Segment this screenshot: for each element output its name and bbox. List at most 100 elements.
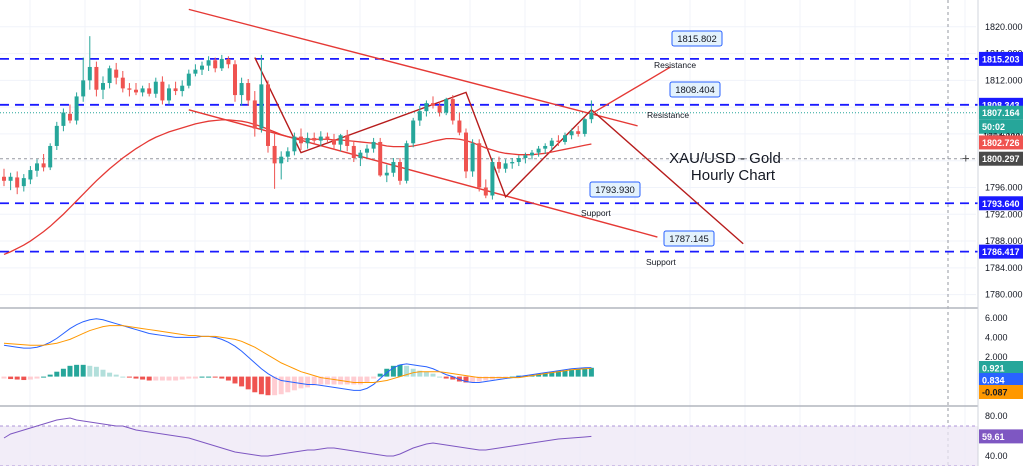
macd-histogram-bar — [437, 376, 443, 378]
macd-histogram-bar — [34, 376, 40, 379]
candle-body — [305, 137, 310, 144]
macd-histogram-bar — [212, 376, 218, 378]
candle-body — [233, 64, 237, 96]
candle-body — [35, 163, 39, 171]
macd-value-badge-box — [979, 361, 1023, 375]
candle-body — [437, 105, 442, 113]
macd-histogram-bar — [41, 376, 47, 378]
candle-body — [464, 132, 468, 172]
macd-histogram-bar — [14, 376, 20, 380]
price-axis[interactable]: 1780.000 1784.000 1788.000 1792.000 1796.000… — [962, 0, 1024, 466]
candle-body — [21, 178, 26, 187]
macd-histogram-bar — [542, 372, 548, 377]
macd-value-badge: -0.087 — [982, 388, 1008, 398]
macd-histogram-bar — [443, 376, 449, 379]
candle-body — [483, 187, 488, 196]
candle-body — [246, 83, 251, 101]
candle-body — [378, 141, 383, 176]
level-price-badge: 1786.417 — [982, 247, 1020, 257]
candle-body — [411, 120, 416, 144]
price-badge: 1802.726 — [982, 138, 1020, 148]
callout-value: 1808.404 — [675, 85, 715, 96]
rsi-line — [3, 417, 592, 457]
macd-histogram-bar — [219, 376, 225, 379]
candle-body — [358, 152, 363, 159]
candle-body — [239, 83, 244, 96]
candle-body — [332, 139, 336, 145]
candle-body — [127, 88, 132, 90]
macd-histogram-bar — [27, 376, 33, 380]
macd-histogram-bar — [298, 376, 304, 389]
macd-pane[interactable] — [1, 318, 594, 396]
macd-histogram-bar — [272, 376, 278, 396]
macd-signal-line — [3, 325, 592, 383]
macd-histogram-bar — [199, 376, 205, 378]
candle-body — [94, 66, 99, 90]
callout-box — [669, 81, 721, 98]
price-tick-label: 1820.000 — [985, 22, 1023, 32]
macd-histogram-bar — [74, 364, 80, 377]
macd-tick-label: 6.000 — [985, 313, 1008, 323]
candle-body — [536, 148, 541, 153]
candle-body — [74, 96, 79, 121]
macd-histogram-bar — [120, 376, 126, 378]
candle-body — [556, 140, 561, 142]
candle-body — [563, 135, 567, 142]
macd-histogram-bar — [285, 376, 291, 393]
callout-value: 1793.930 — [595, 185, 635, 196]
candle-body — [153, 81, 158, 94]
macd-histogram-bar — [93, 366, 99, 377]
macd-histogram-bar — [67, 365, 73, 377]
candle-body — [549, 140, 554, 146]
macd-histogram-bar — [186, 376, 192, 379]
macd-histogram-bar — [133, 376, 139, 379]
level-price-badge: 1808.343 — [982, 100, 1020, 110]
macd-value-badge-box — [979, 373, 1023, 387]
price-pane[interactable]: 1815.802 Resistance 1808.404 Resistance 1793… — [0, 8, 978, 267]
macd-histogram-bar — [21, 376, 27, 381]
macd-histogram-bar — [265, 376, 271, 396]
candle-body — [431, 103, 435, 106]
candle-body — [147, 88, 152, 94]
candle-body — [61, 112, 66, 126]
candle-body — [457, 120, 462, 133]
macd-histogram-bar — [126, 376, 132, 378]
candle-body — [351, 145, 356, 159]
chart-title-line-1: XAU/USD - Gold — [669, 150, 781, 167]
rsi-band — [0, 426, 978, 466]
candle-body — [167, 88, 171, 101]
candle-body — [470, 143, 475, 172]
macd-histogram-bar — [430, 373, 436, 377]
macd-histogram-bar — [140, 376, 146, 380]
level-price-badge: 1815.203 — [982, 54, 1020, 64]
candle-body — [114, 69, 119, 78]
candle-body — [530, 152, 534, 156]
macd-histogram-bar — [153, 376, 159, 381]
macd-histogram-bar — [555, 370, 561, 377]
macd-histogram-bar — [404, 365, 410, 377]
candle-body — [134, 89, 138, 93]
candle-body — [424, 103, 429, 112]
macd-histogram-bar — [575, 369, 581, 377]
candle-body — [582, 119, 587, 134]
macd-histogram-bar — [245, 376, 251, 390]
macd-histogram-bar — [192, 376, 198, 379]
rsi-pane[interactable] — [0, 417, 978, 467]
candle-body — [523, 155, 528, 159]
macd-histogram-bar — [364, 376, 370, 383]
trend-line — [591, 66, 671, 115]
macd-value-badge: 0.921 — [982, 364, 1005, 374]
current-price-badge-box — [979, 105, 1023, 120]
callout-box — [589, 181, 641, 198]
macd-histogram-bar — [60, 368, 66, 377]
callout-box — [663, 230, 715, 247]
macd-histogram-bar — [225, 376, 231, 381]
candle-body — [325, 136, 330, 140]
candle-body — [292, 136, 297, 152]
candle-body — [107, 68, 112, 84]
macd-histogram-bar — [331, 376, 337, 385]
macd-histogram-bar — [166, 376, 172, 381]
macd-histogram-bar — [344, 376, 350, 385]
candle-body — [318, 136, 323, 141]
